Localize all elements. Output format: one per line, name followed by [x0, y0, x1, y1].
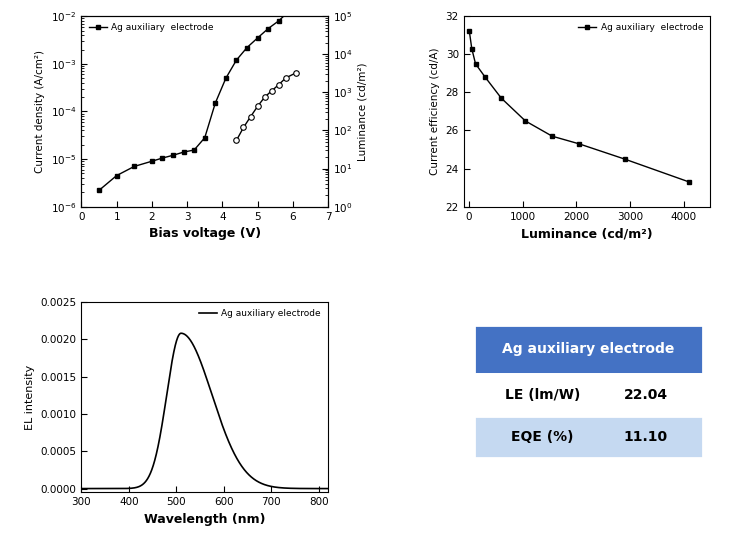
Ag auxiliary  electrode — [263, 25, 272, 32]
X-axis label: Luminance (cd/m²): Luminance (cd/m²) — [521, 227, 653, 240]
Legend: Ag auxiliary electrode: Ag auxiliary electrode — [196, 306, 323, 321]
Line: Ag auxiliary  electrode: Ag auxiliary electrode — [97, 0, 299, 193]
Y-axis label: Current efficiency (cd/A): Current efficiency (cd/A) — [430, 48, 440, 175]
Ag auxiliary  electrode — [179, 149, 188, 155]
Ag auxiliary  electrode — [201, 135, 209, 141]
Ag auxiliary  electrode — [147, 158, 156, 164]
Y-axis label: Luminance (cd/m²): Luminance (cd/m²) — [358, 62, 368, 161]
X-axis label: Wavelength (nm): Wavelength (nm) — [144, 513, 266, 526]
Ag auxiliary  electrode — [95, 187, 104, 194]
Ag auxiliary  electrode — [169, 152, 178, 159]
Text: LE (lm/W): LE (lm/W) — [505, 388, 580, 402]
Ag auxiliary  electrode — [189, 147, 198, 153]
Bar — [474, 374, 703, 416]
Ag auxiliary  electrode — [232, 57, 241, 63]
Bar — [474, 325, 703, 374]
Ag auxiliary  electrode — [275, 18, 283, 24]
Ag auxiliary  electrode — [243, 44, 252, 51]
Text: Ag auxiliary electrode: Ag auxiliary electrode — [502, 342, 674, 357]
Legend: Ag auxiliary  electrode: Ag auxiliary electrode — [86, 21, 216, 35]
Ag auxiliary  electrode — [253, 35, 262, 41]
Text: 22.04: 22.04 — [624, 388, 667, 402]
Ag auxiliary  electrode — [292, 0, 300, 3]
Y-axis label: Current density (A/cm²): Current density (A/cm²) — [36, 50, 45, 173]
Ag auxiliary  electrode — [130, 163, 138, 170]
Text: EQE (%): EQE (%) — [511, 430, 574, 444]
Legend: Ag auxiliary  electrode: Ag auxiliary electrode — [576, 21, 706, 35]
Ag auxiliary  electrode — [285, 8, 294, 14]
Bar — [474, 416, 703, 458]
Ag auxiliary  electrode — [221, 75, 230, 81]
Text: 11.10: 11.10 — [624, 430, 667, 444]
Ag auxiliary  electrode — [112, 173, 121, 179]
X-axis label: Bias voltage (V): Bias voltage (V) — [149, 227, 260, 240]
Ag auxiliary  electrode — [158, 155, 167, 161]
Ag auxiliary  electrode — [211, 100, 220, 107]
Y-axis label: EL intensity: EL intensity — [25, 365, 35, 430]
